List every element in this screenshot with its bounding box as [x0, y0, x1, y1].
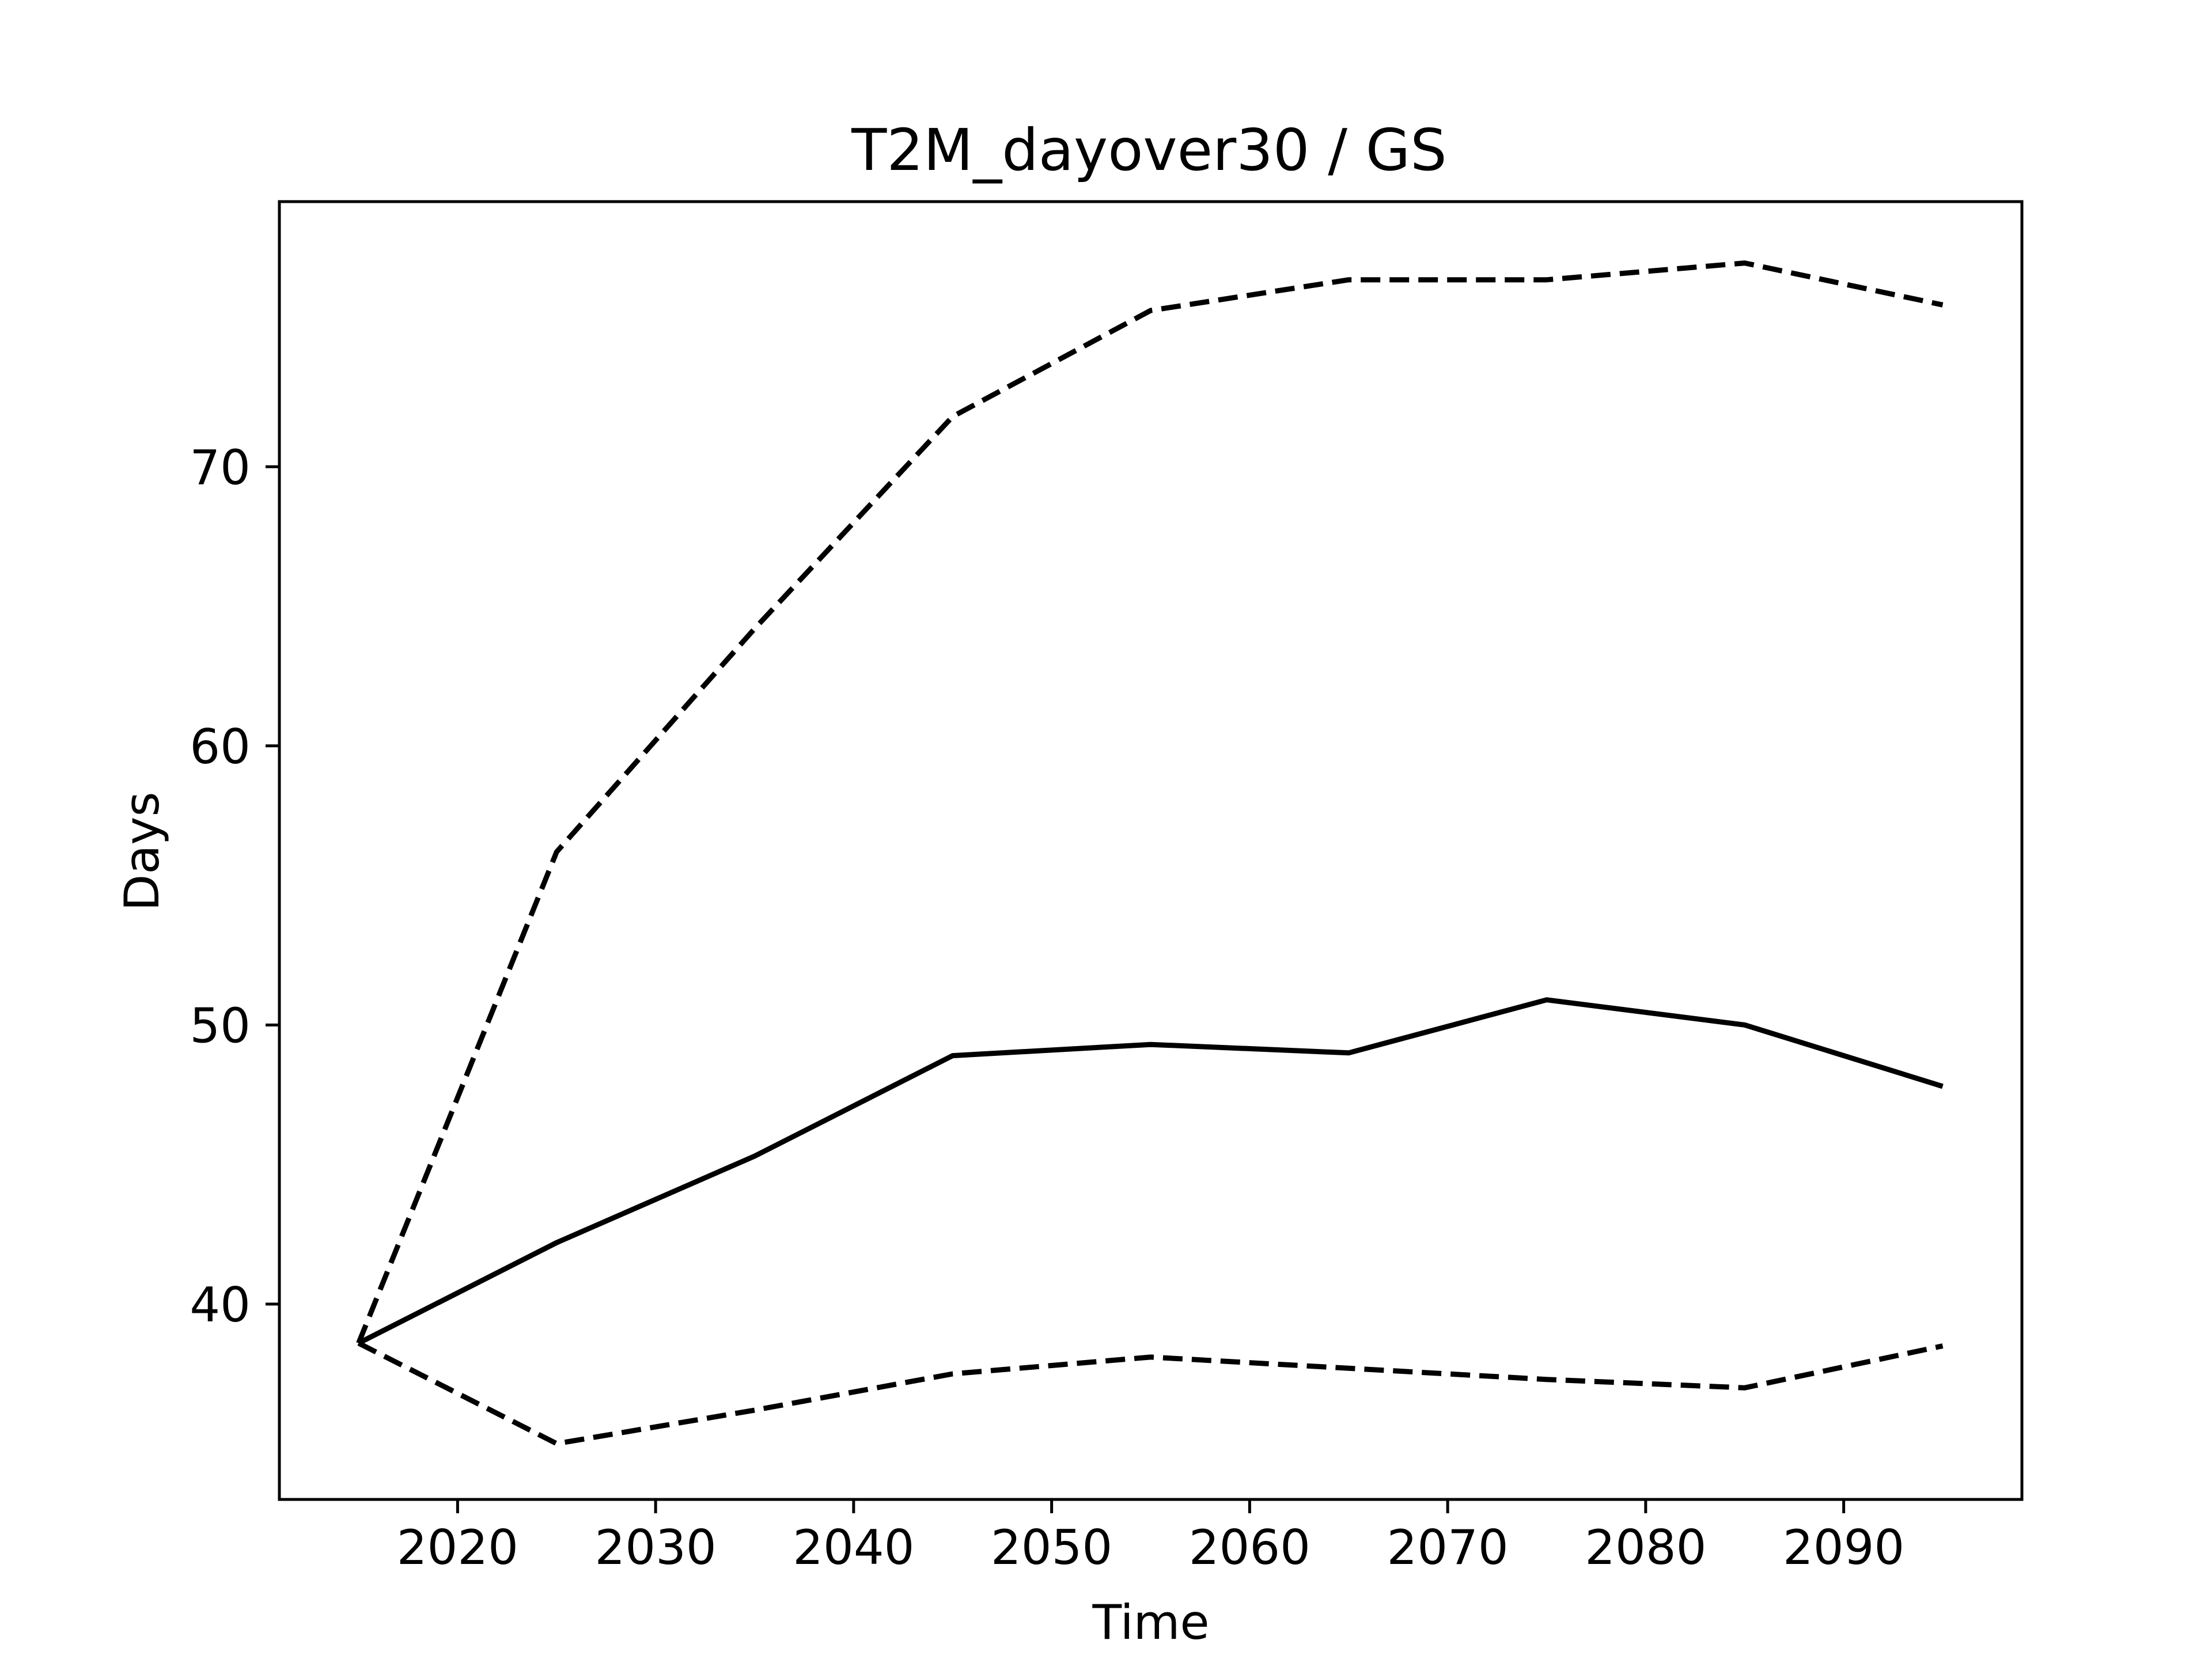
x-tick-label: 2070	[1387, 1520, 1509, 1575]
chart-title: T2M_dayover30 / GS	[851, 116, 1446, 184]
x-axis-label: Time	[1092, 1594, 1209, 1650]
x-tick-label: 2040	[793, 1520, 914, 1575]
x-tick-label: 2060	[1189, 1520, 1310, 1575]
series-line-1	[356, 260, 1944, 1344]
series-line-3	[357, 1340, 1944, 1446]
y-axis: 40 50 60 70	[190, 440, 279, 1333]
x-tick-label: 2020	[397, 1520, 518, 1575]
y-tick-label: 50	[190, 998, 251, 1054]
series-line-2	[357, 997, 1944, 1346]
x-tick-label: 2090	[1783, 1520, 1904, 1575]
y-tick-label: 70	[190, 440, 251, 495]
x-tick-label: 2030	[595, 1520, 717, 1575]
plot-frame	[278, 200, 2024, 1501]
y-axis-label: Days	[114, 791, 170, 911]
y-tick-label: 40	[190, 1277, 251, 1333]
y-tick-label: 60	[190, 719, 251, 775]
series-layer	[356, 260, 1944, 1446]
x-tick-label: 2080	[1585, 1520, 1706, 1575]
x-tick-label: 2050	[991, 1520, 1112, 1575]
x-axis: 2020 2030 2040 2050 2060 2070 2080 2090	[397, 1499, 1904, 1575]
